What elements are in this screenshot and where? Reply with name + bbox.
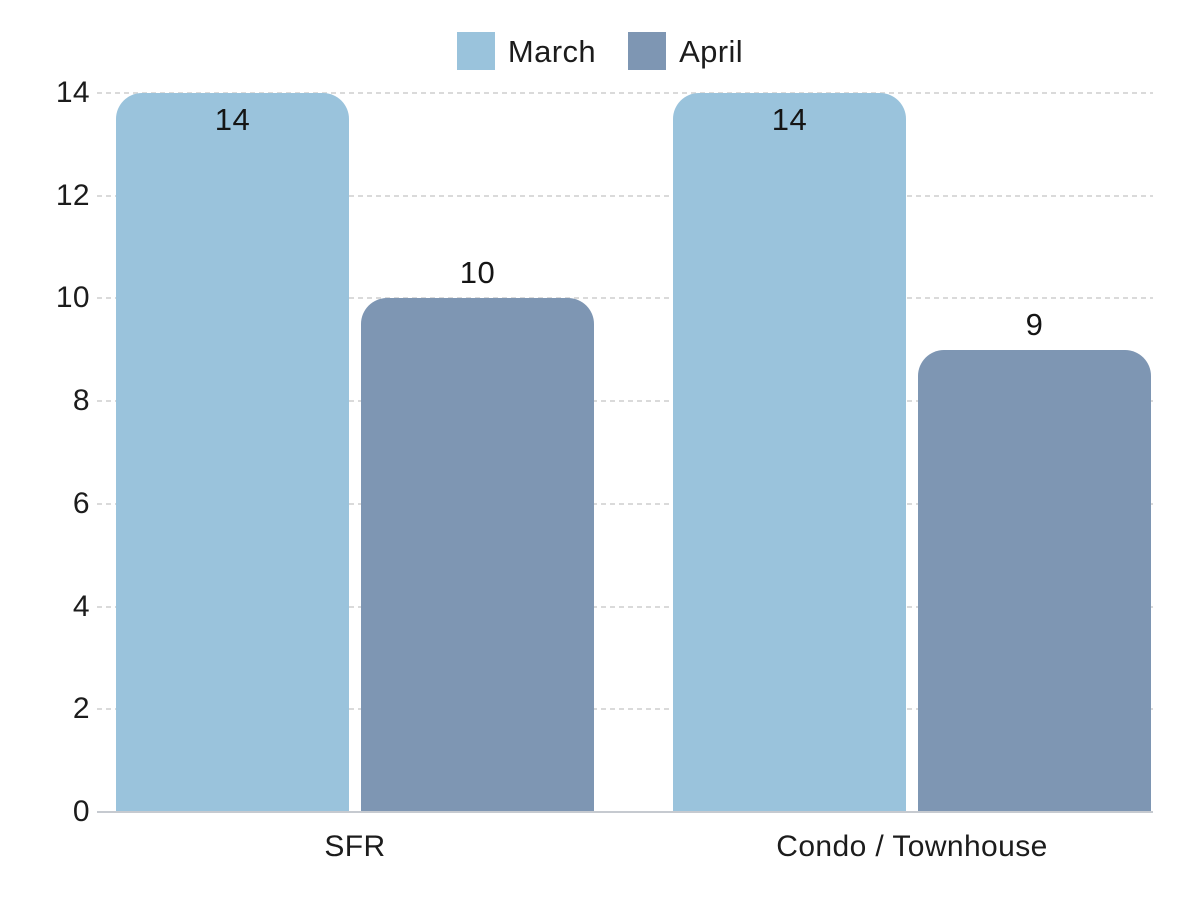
y-tick-label: 8 — [72, 384, 90, 418]
gridline — [97, 400, 1153, 403]
y-tick-label: 2 — [72, 692, 90, 726]
bar-march-condo-townhouse[interactable] — [673, 93, 906, 812]
y-tick-label: 12 — [55, 178, 90, 212]
y-tick-label: 14 — [55, 76, 90, 109]
bar-april-sfr[interactable] — [361, 298, 594, 812]
x-axis-label-sfr: SFR — [324, 830, 386, 863]
y-tick-label: 0 — [72, 795, 90, 828]
y-tick-label: 4 — [72, 589, 90, 623]
bar-value-label: 10 — [459, 255, 496, 291]
legend-swatch-april — [628, 32, 667, 70]
legend-label: April — [679, 33, 744, 69]
bar-march-sfr[interactable] — [116, 93, 349, 812]
gridline — [97, 708, 1153, 711]
gridline — [97, 92, 1153, 94]
gridline — [97, 605, 1153, 608]
x-axis-baseline — [97, 811, 1153, 813]
legend-item-april[interactable]: April — [628, 32, 743, 70]
gridline — [97, 194, 1153, 197]
bar-value-label: 14 — [771, 102, 808, 137]
legend-label: March — [507, 33, 597, 69]
gridline — [97, 297, 1153, 300]
bar-value-label: 9 — [1025, 306, 1044, 342]
legend-item-march[interactable]: March — [456, 32, 597, 70]
legend-swatch-march — [456, 32, 495, 70]
bar-april-condo-townhouse[interactable] — [918, 349, 1151, 812]
y-tick-label: 10 — [55, 281, 90, 315]
chart-legend: March April — [0, 30, 1200, 72]
y-tick-label: 6 — [72, 486, 90, 520]
gridline — [97, 502, 1153, 505]
x-axis-label-condo-townhouse: Condo / Townhouse — [776, 830, 1048, 863]
bar-value-label: 14 — [214, 102, 251, 137]
